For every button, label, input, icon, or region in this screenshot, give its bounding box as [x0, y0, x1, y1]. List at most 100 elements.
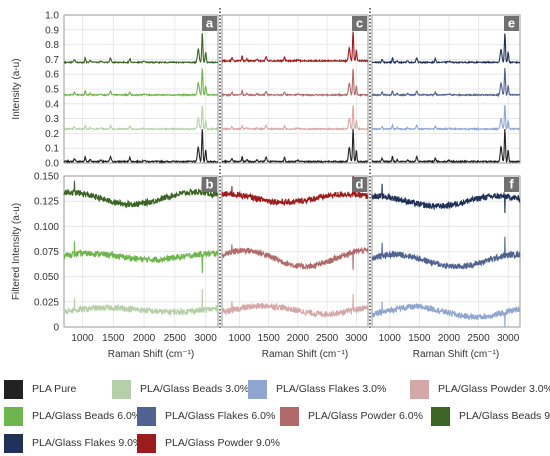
x-axis-title: Raman Shift (cm⁻¹) — [108, 349, 194, 360]
legend-item: PLA/Glass Flakes 6.0% — [137, 406, 276, 426]
legend-label: PLA/Glass Flakes 3.0% — [276, 383, 387, 395]
legend-label: PLA/Glass Flakes 6.0% — [165, 410, 276, 422]
y-tick-label: 0.8 — [45, 40, 59, 51]
panel-label: d — [356, 177, 364, 192]
panel-label-badge — [352, 16, 367, 31]
series-line — [371, 183, 521, 214]
x-tick-label: 2000 — [438, 333, 461, 344]
legend-label: PLA/Glass Beads 9.0% — [459, 410, 550, 422]
y-tick-label: 0.125 — [34, 197, 59, 208]
legend-item: PLA/Glass Flakes 3.0% — [248, 379, 387, 399]
legend-label: PLA/Glass Beads 6.0% — [32, 410, 142, 422]
series-line — [372, 33, 521, 65]
legend-swatch — [112, 379, 131, 399]
y-tick-label: 0.100 — [34, 222, 59, 233]
y-tick-label: 0.7 — [45, 55, 59, 66]
legend-item: PLA/Glass Powder 9.0% — [137, 433, 280, 453]
legend-item: PLA/Glass Beads 9.0% — [431, 406, 550, 426]
legend-label: PLA/Glass Flakes 9.0% — [32, 437, 143, 449]
legend-label: PLA/Glass Beads 3.0% — [140, 383, 250, 395]
legend-label: PLA Pure — [32, 383, 77, 395]
y-tick-label: 0.0 — [45, 159, 59, 170]
legend-label: PLA/Glass Powder 3.0% — [438, 383, 550, 395]
panel-label: e — [508, 16, 515, 31]
panel-frame — [371, 175, 521, 328]
panel-frame — [221, 14, 369, 164]
y-tick-label: 1.0 — [45, 11, 59, 22]
y-tick-label: 0.9 — [45, 25, 59, 36]
y-tick-label: 0.3 — [45, 114, 59, 125]
x-axis-title: Raman Shift (cm⁻¹) — [262, 349, 348, 360]
y-tick-label: 0.5 — [45, 85, 59, 96]
y-tick-label: 0.2 — [45, 129, 59, 140]
legend-item: PLA/Glass Flakes 9.0% — [4, 433, 143, 453]
legend-label: PLA/Glass Powder 6.0% — [308, 410, 423, 422]
panel-label-badge — [202, 16, 217, 31]
series-line — [371, 301, 521, 328]
legend-item: PLA/Glass Powder 3.0% — [410, 379, 550, 399]
x-tick-label: 3000 — [345, 333, 368, 344]
series-line — [63, 68, 218, 98]
x-tick-label: 2000 — [287, 333, 310, 344]
x-tick-label: 2500 — [316, 333, 339, 344]
series-line — [221, 244, 369, 270]
legend-swatch — [4, 379, 23, 399]
x-tick-label: 1000 — [71, 333, 94, 344]
x-tick-label: 1500 — [408, 333, 431, 344]
y-tick-label: 0.050 — [34, 272, 59, 283]
y-axis-title-top: Intensity (a-u) — [11, 58, 22, 119]
legend-label: PLA/Glass Powder 9.0% — [165, 437, 280, 449]
panel-frame — [63, 175, 219, 328]
series-line — [63, 129, 219, 164]
x-tick-label: 3000 — [195, 333, 218, 344]
legend-swatch — [431, 406, 450, 426]
panel-label-badge — [504, 16, 519, 31]
raman-spectra-figure: a c e b d f 0.0 0.1 0.2 0.3 0.4 0.5 0.6 0.7 0.8 0.9 1.0 0… — [11, 8, 521, 360]
x-tick-label: 3000 — [497, 333, 520, 344]
y-tick-label: 0.1 — [45, 144, 59, 155]
series-line — [221, 128, 368, 164]
series-line — [371, 129, 521, 164]
x-tick-label: 2000 — [133, 333, 156, 344]
series-line — [371, 104, 521, 132]
panel-label-badge — [352, 177, 367, 192]
series-line — [221, 175, 369, 207]
panel-label: f — [509, 177, 514, 192]
x-tick-label: 1500 — [102, 333, 125, 344]
panel-frame — [371, 14, 521, 164]
y-tick-label: 0.150 — [34, 172, 59, 183]
x-tick-label: 2500 — [467, 333, 490, 344]
panel-label-badge — [202, 177, 217, 192]
series-line — [63, 33, 219, 65]
x-tick-label: 1500 — [258, 333, 281, 344]
panel-frame — [63, 14, 219, 164]
legend-swatch — [248, 379, 267, 399]
legend: PLA Pure PLA/Glass Beads 3.0% PLA/Glass Fl… — [0, 372, 550, 456]
y-tick-label: 0.025 — [34, 297, 59, 308]
panel-label-badge — [504, 177, 519, 192]
legend-swatch — [410, 379, 429, 399]
x-tick-label: 2500 — [164, 333, 187, 344]
series-line — [63, 177, 219, 209]
series-line — [63, 288, 219, 317]
legend-swatch — [4, 406, 23, 426]
series-line — [221, 68, 369, 98]
legend-item: PLA/Glass Beads 3.0% — [112, 379, 250, 399]
series-line — [221, 293, 369, 318]
legend-swatch — [137, 433, 156, 453]
series-line — [221, 105, 369, 132]
x-tick-label: 1000 — [228, 333, 251, 344]
y-tick-label: 0.4 — [45, 99, 59, 110]
series-line — [371, 67, 520, 98]
legend-item: PLA/Glass Beads 6.0% — [4, 406, 142, 426]
series-line — [63, 105, 219, 132]
panel-label: a — [206, 16, 214, 31]
panel-label: c — [356, 16, 363, 31]
x-tick-label: 1000 — [379, 333, 402, 344]
series-line — [221, 31, 369, 64]
y-tick-label: 0.075 — [34, 247, 59, 258]
series-line — [371, 236, 521, 270]
legend-swatch — [280, 406, 299, 426]
y-tick-label: 0.6 — [45, 70, 59, 81]
legend-swatch — [4, 433, 23, 453]
